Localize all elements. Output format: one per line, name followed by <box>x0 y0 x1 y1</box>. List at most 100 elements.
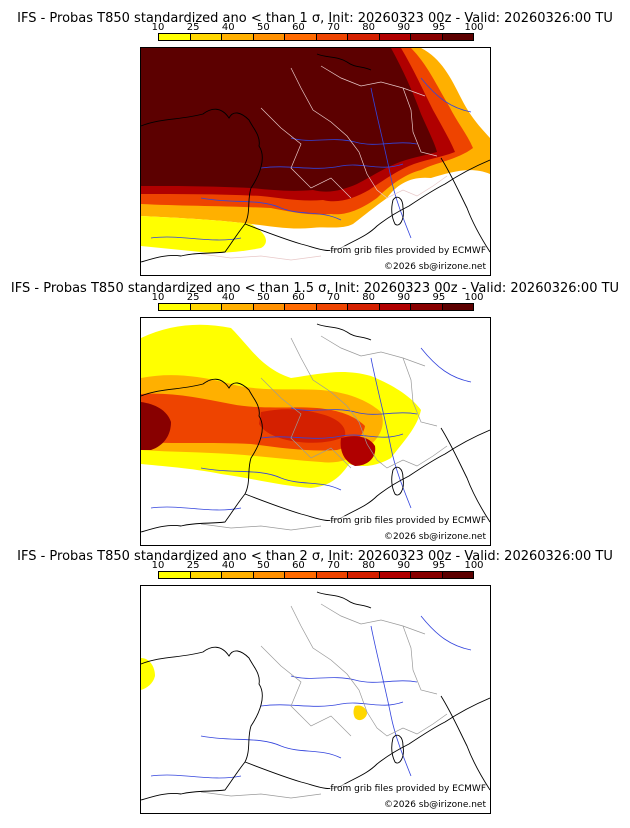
coastline <box>440 427 490 523</box>
scale-swatch <box>159 34 191 40</box>
scale-swatch <box>316 304 348 310</box>
scale-swatch <box>379 304 411 310</box>
coastline <box>440 157 490 253</box>
map-background <box>141 586 490 813</box>
geography <box>141 591 490 801</box>
river-line <box>290 137 418 145</box>
border-line <box>402 625 438 695</box>
scale-swatch <box>285 34 317 40</box>
scale-tick-label: 70 <box>327 292 340 303</box>
source-credit: from grib files provided by ECMWF <box>330 784 486 794</box>
scale-swatch <box>285 304 317 310</box>
shade-25 <box>353 705 367 721</box>
scale-bar <box>158 571 474 579</box>
scale-tick-label: 50 <box>256 560 270 571</box>
coastline <box>316 323 372 341</box>
scale-swatch <box>442 572 473 578</box>
color-scale: 10 25 40 50 60 70 80 90 95 100 <box>152 22 484 42</box>
scale-tick-label: 10 <box>151 560 165 571</box>
coastline <box>316 53 372 71</box>
copyright-credit: ©2026 sb@irizone.net <box>384 532 486 542</box>
scale-tick-label: 90 <box>397 560 411 571</box>
scale-bar <box>158 303 474 311</box>
shade-10 <box>141 216 266 253</box>
river-line <box>260 433 404 439</box>
border-line <box>320 335 426 367</box>
corsica-coastline <box>391 196 404 226</box>
border-line <box>402 357 438 427</box>
river-line <box>150 774 242 779</box>
scale-swatch <box>442 304 473 310</box>
scale-tick-label: 95 <box>432 22 446 33</box>
coastline <box>244 159 490 251</box>
scale-bar <box>158 33 474 41</box>
coastline <box>440 695 490 791</box>
scale-swatch <box>222 304 254 310</box>
border-line <box>200 791 322 799</box>
river-line <box>260 701 404 707</box>
coastline <box>141 108 263 263</box>
scale-tick-label: 80 <box>362 22 376 33</box>
probability-map: from grib files provided by ECMWF ©2026 … <box>140 317 491 546</box>
coastline <box>316 591 372 609</box>
scale-tick-label: 25 <box>186 22 200 33</box>
scale-swatch <box>379 34 411 40</box>
scale-tick-label: 60 <box>292 560 305 571</box>
river-line <box>200 467 342 491</box>
scale-swatch <box>190 34 222 40</box>
map-graphic <box>141 318 490 545</box>
probability-map: from grib files provided by ECMWF ©2026 … <box>140 47 491 276</box>
scale-tick-label: 25 <box>186 292 200 303</box>
border-line <box>260 645 352 737</box>
scale-tick-label: 80 <box>362 292 376 303</box>
scale-tick-label: 40 <box>221 560 235 571</box>
probability-shading <box>141 658 367 721</box>
river-line <box>260 163 404 169</box>
scale-tick-label: 100 <box>464 292 484 303</box>
copyright-credit: ©2026 sb@irizone.net <box>384 800 486 810</box>
shade-100 <box>141 48 437 192</box>
source-credit: from grib files provided by ECMWF <box>330 246 486 256</box>
coastline <box>244 697 490 789</box>
scale-tick-label: 10 <box>151 292 165 303</box>
source-credit: from grib files provided by ECMWF <box>330 516 486 526</box>
coastline <box>141 378 263 533</box>
scale-tick-label: 50 <box>256 22 270 33</box>
geography <box>141 53 490 263</box>
border-line <box>366 443 448 469</box>
scale-swatch <box>348 572 380 578</box>
scale-tick-label: 70 <box>327 560 340 571</box>
scale-swatch <box>411 304 443 310</box>
river-line <box>420 77 472 113</box>
scale-tick-label: 90 <box>397 22 411 33</box>
coastline <box>244 429 490 521</box>
border-line <box>200 253 322 261</box>
probability-shading <box>141 324 421 488</box>
scale-swatch <box>285 572 317 578</box>
shade-10 <box>141 658 155 690</box>
color-scale: 10 25 40 50 60 70 80 90 95 100 <box>152 560 484 580</box>
scale-swatch <box>411 572 443 578</box>
border-line <box>366 711 448 737</box>
scale-tick-label: 95 <box>432 292 446 303</box>
border-line <box>260 377 352 469</box>
map-graphic <box>141 48 490 275</box>
scale-tick-label: 40 <box>221 292 235 303</box>
panel-title: IFS - Probas T850 standardized ano < tha… <box>10 281 620 296</box>
scale-swatch <box>379 572 411 578</box>
border-line <box>320 603 426 635</box>
scale-swatch <box>222 572 254 578</box>
scale-tick-label: 40 <box>221 22 235 33</box>
scale-tick-label: 100 <box>464 22 484 33</box>
map-graphic <box>141 586 490 813</box>
scale-swatch <box>253 572 285 578</box>
scale-tick-label: 60 <box>292 292 305 303</box>
scale-tick-label: 100 <box>464 560 484 571</box>
scale-swatch <box>348 34 380 40</box>
scale-swatch <box>348 304 380 310</box>
border-line <box>260 107 352 199</box>
scale-swatch <box>253 34 285 40</box>
scale-tick-label: 10 <box>151 22 165 33</box>
scale-tick-label: 25 <box>186 560 200 571</box>
river-line <box>150 236 242 241</box>
